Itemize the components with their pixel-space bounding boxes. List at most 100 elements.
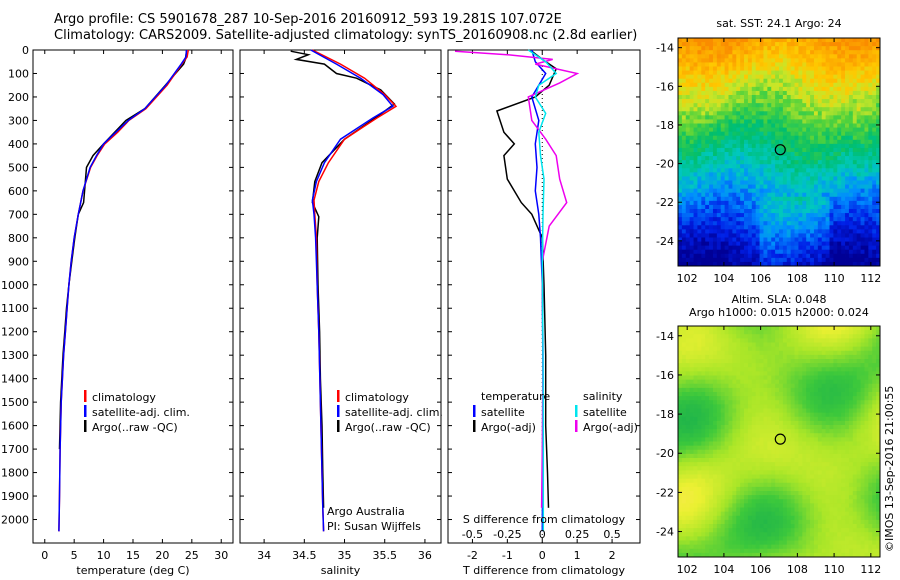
- map-cell: [810, 99, 815, 104]
- map-cell: [806, 229, 811, 234]
- map-cell: [856, 62, 861, 67]
- map-cell: [767, 326, 772, 331]
- map-cell: [821, 221, 827, 226]
- map-cell: [872, 237, 877, 242]
- map-cell: [701, 46, 706, 51]
- map-cell: [747, 143, 753, 149]
- map-cell: [716, 449, 722, 455]
- map-cell: [813, 95, 819, 100]
- map-cell: [728, 160, 733, 165]
- map-cell: [837, 90, 842, 96]
- map-cell: [837, 176, 842, 181]
- map-cell: [755, 217, 760, 222]
- map-cell: [728, 350, 733, 356]
- map-cell: [864, 433, 869, 438]
- map-cell: [806, 375, 811, 381]
- map-cell: [716, 261, 722, 267]
- map-cell: [810, 103, 815, 108]
- map-cell: [747, 416, 753, 422]
- map-cell: [705, 437, 710, 442]
- map-cell: [701, 346, 706, 352]
- map-cell: [771, 217, 776, 222]
- map-cell: [779, 392, 784, 397]
- map-cell: [689, 371, 694, 376]
- map-cell: [763, 229, 768, 234]
- map-cell: [705, 184, 710, 190]
- map-cell: [868, 74, 873, 80]
- map-cell: [771, 111, 776, 116]
- map-cell: [845, 233, 850, 238]
- map-cell: [681, 62, 687, 67]
- map-cell: [864, 172, 869, 177]
- map-cell: [837, 180, 842, 185]
- map-cell: [740, 225, 745, 230]
- map-cell: [779, 433, 784, 438]
- map-cell: [852, 346, 858, 352]
- map-cell: [813, 111, 819, 116]
- map-cell: [852, 383, 858, 389]
- map-cell: [821, 245, 827, 251]
- map-cell: [716, 103, 722, 108]
- map-cell: [790, 172, 795, 177]
- map-cell: [759, 90, 764, 96]
- map-cell: [806, 334, 811, 339]
- map-cell: [728, 462, 733, 467]
- map-cell: [728, 213, 733, 218]
- map-cell: [868, 78, 873, 84]
- map-cell: [740, 58, 745, 63]
- map-cell: [751, 42, 757, 47]
- map-cell: [759, 408, 764, 414]
- map-cell: [736, 330, 741, 335]
- map-cell: [833, 115, 838, 120]
- map-cell: [697, 111, 702, 116]
- map-cell: [817, 241, 823, 247]
- map-cell: [872, 131, 877, 137]
- map-cell: [736, 168, 741, 173]
- map-cell: [771, 404, 776, 409]
- map-cell: [810, 371, 815, 376]
- map-cell: [678, 176, 683, 181]
- map-cell: [693, 241, 698, 247]
- map-cell: [681, 371, 687, 376]
- map-cell: [876, 42, 881, 47]
- map-cell: [767, 62, 772, 67]
- map-cell: [860, 346, 865, 352]
- map-cell: [860, 209, 865, 214]
- map-cell: [810, 462, 815, 467]
- map-cell: [767, 111, 772, 116]
- map-cell: [678, 119, 683, 124]
- map-cell: [790, 209, 795, 214]
- map-cell: [697, 429, 702, 434]
- map-cell: [872, 66, 877, 71]
- map-cell: [817, 147, 823, 153]
- map-cell: [732, 103, 737, 108]
- map-cell: [709, 241, 714, 247]
- legend-t-argo-swatch: [473, 420, 476, 432]
- map-cell: [720, 449, 726, 455]
- map-cell: [833, 249, 838, 255]
- map-cell: [728, 338, 733, 343]
- map-cell: [701, 371, 706, 376]
- map-cell: [685, 453, 691, 459]
- map-cell: [736, 416, 741, 422]
- map-cell: [810, 180, 815, 185]
- map-cell: [833, 245, 838, 251]
- map-cell: [744, 58, 749, 63]
- map-cell: [864, 86, 869, 92]
- map-cell: [747, 78, 753, 84]
- map-cell: [697, 147, 702, 153]
- map-cell: [813, 213, 819, 218]
- map-cell: [685, 164, 691, 169]
- map-cell: [868, 119, 873, 124]
- map-cell: [678, 241, 683, 247]
- map-cell: [728, 172, 733, 177]
- map-cell: [876, 253, 881, 259]
- map-cell: [678, 82, 683, 88]
- map-cell: [716, 330, 722, 335]
- map-cell: [759, 458, 764, 463]
- map-cell: [837, 425, 842, 430]
- map-cell: [747, 359, 753, 364]
- map-cell: [724, 152, 729, 157]
- map-cell: [716, 412, 722, 418]
- map-cell: [798, 375, 803, 381]
